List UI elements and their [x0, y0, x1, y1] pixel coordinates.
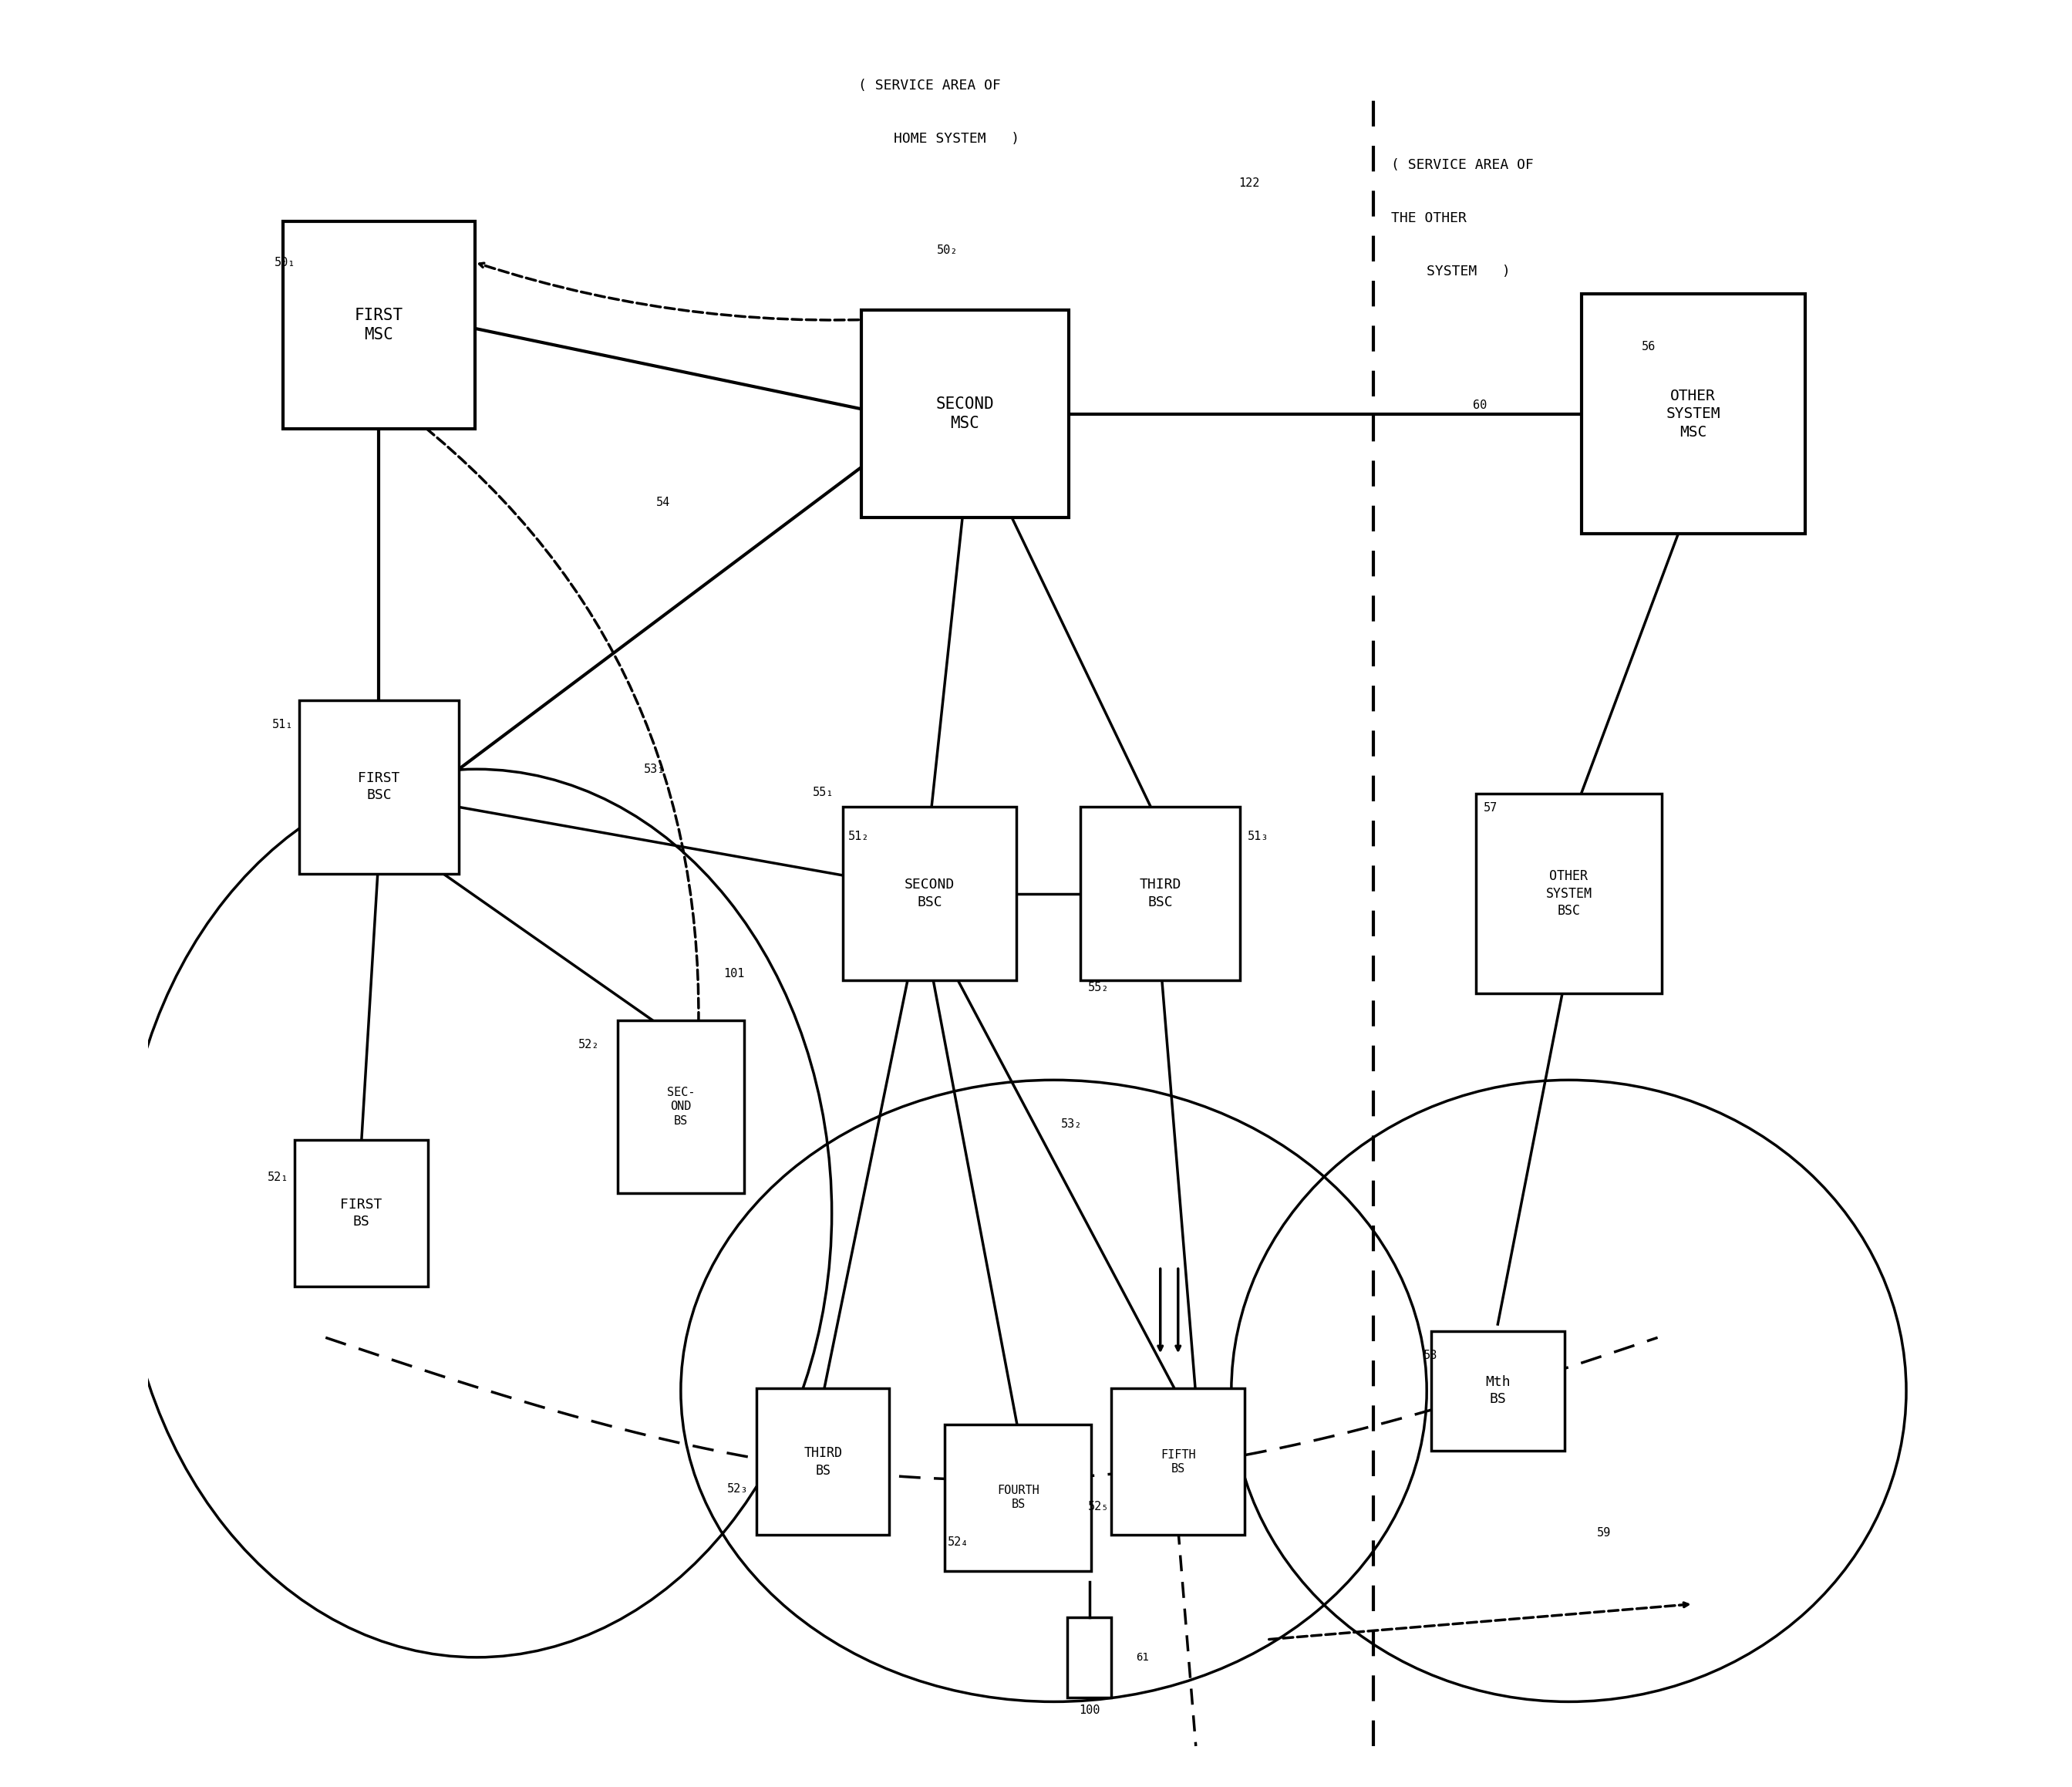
Text: FIFTH
BS: FIFTH BS: [1160, 1449, 1196, 1474]
Text: 53₁: 53₁: [644, 763, 665, 776]
Text: SYSTEM   ): SYSTEM ): [1428, 264, 1510, 279]
Text: 122: 122: [1239, 177, 1260, 189]
Text: 52₅: 52₅: [1088, 1501, 1109, 1512]
Text: THE OTHER: THE OTHER: [1390, 211, 1467, 225]
Text: 57: 57: [1484, 802, 1498, 815]
Text: SECOND
BSC: SECOND BSC: [903, 877, 955, 910]
FancyBboxPatch shape: [298, 701, 458, 874]
FancyBboxPatch shape: [945, 1424, 1092, 1571]
Text: 51₁: 51₁: [271, 718, 294, 731]
Text: ( SERVICE AREA OF: ( SERVICE AREA OF: [858, 79, 1001, 93]
FancyBboxPatch shape: [862, 309, 1069, 518]
Text: 50₂: 50₂: [937, 245, 957, 256]
FancyBboxPatch shape: [1475, 793, 1662, 994]
Text: FIRST
BSC: FIRST BSC: [358, 772, 400, 802]
Text: SECOND
MSC: SECOND MSC: [937, 397, 995, 431]
Text: 55₂: 55₂: [1088, 981, 1109, 994]
Text: 52₄: 52₄: [947, 1537, 968, 1548]
Text: HOME SYSTEM   ): HOME SYSTEM ): [893, 132, 1019, 145]
FancyBboxPatch shape: [1581, 295, 1805, 534]
FancyBboxPatch shape: [617, 1020, 744, 1194]
FancyBboxPatch shape: [1067, 1617, 1111, 1698]
Text: 52₁: 52₁: [267, 1172, 288, 1183]
Text: 58: 58: [1423, 1349, 1438, 1362]
Text: FOURTH
BS: FOURTH BS: [997, 1485, 1040, 1510]
Text: 101: 101: [723, 967, 744, 979]
Text: 52₂: 52₂: [578, 1038, 599, 1051]
FancyBboxPatch shape: [284, 222, 474, 429]
Text: OTHER
SYSTEM
MSC: OTHER SYSTEM MSC: [1666, 388, 1720, 440]
FancyBboxPatch shape: [294, 1140, 427, 1287]
FancyBboxPatch shape: [1111, 1388, 1245, 1535]
Text: 100: 100: [1080, 1705, 1100, 1716]
Text: FIRST
MSC: FIRST MSC: [354, 307, 404, 343]
Text: THIRD
BSC: THIRD BSC: [1140, 877, 1181, 910]
FancyBboxPatch shape: [1080, 808, 1241, 979]
Text: THIRD
BS: THIRD BS: [804, 1446, 841, 1478]
Text: 60: 60: [1473, 399, 1488, 411]
Text: 59: 59: [1598, 1528, 1612, 1539]
Text: FIRST
BS: FIRST BS: [340, 1197, 381, 1229]
Text: Mth
BS: Mth BS: [1486, 1376, 1510, 1406]
Text: 51₂: 51₂: [847, 831, 868, 842]
Text: 52₃: 52₃: [727, 1483, 748, 1494]
Text: 51₃: 51₃: [1247, 831, 1268, 842]
Text: 55₁: 55₁: [812, 786, 833, 799]
FancyBboxPatch shape: [756, 1388, 889, 1535]
Text: ( SERVICE AREA OF: ( SERVICE AREA OF: [1390, 159, 1533, 172]
Text: OTHER
SYSTEM
BSC: OTHER SYSTEM BSC: [1546, 870, 1591, 917]
Text: 56: 56: [1641, 341, 1656, 352]
Text: 53₂: 53₂: [1061, 1119, 1082, 1129]
FancyBboxPatch shape: [843, 808, 1015, 979]
Text: SEC-
OND
BS: SEC- OND BS: [667, 1086, 694, 1128]
Text: 54: 54: [657, 497, 669, 509]
Text: 61: 61: [1135, 1651, 1150, 1662]
Text: 50₁: 50₁: [274, 257, 296, 268]
FancyBboxPatch shape: [1432, 1331, 1564, 1451]
